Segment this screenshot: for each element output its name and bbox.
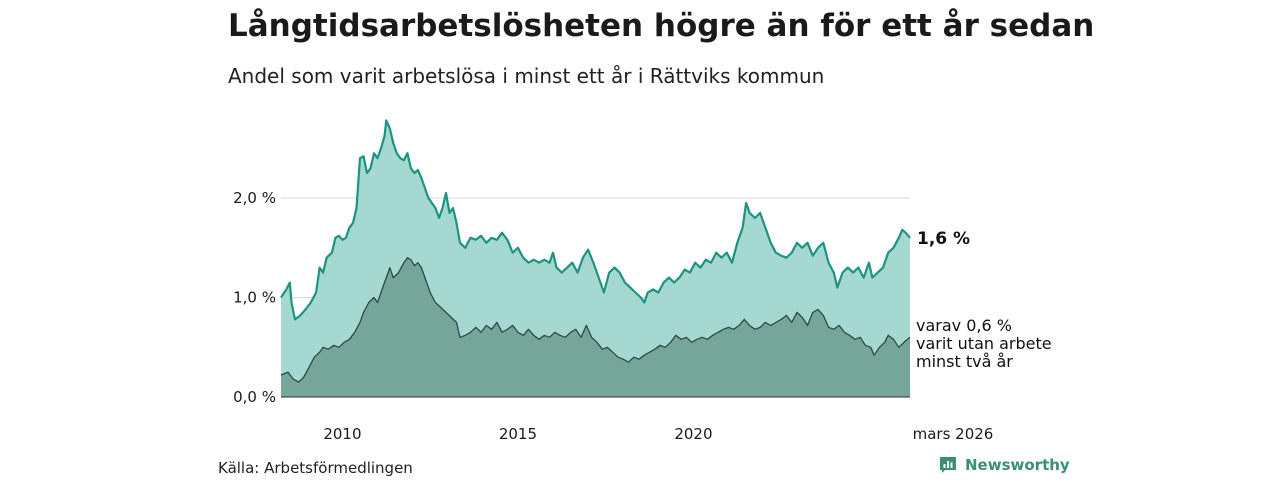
series-line-1 [280,119,911,321]
chart-title: Långtidsarbetslösheten högre än för ett … [228,8,1095,44]
brand-logo: Newsworthy [939,456,1070,474]
x-tick-label-3: mars 2026 [913,425,994,443]
chart-subtitle: Andel som varit arbetslösa i minst ett å… [228,64,825,88]
series-2-end-label-line-2: varit utan arbete [916,334,1052,353]
y-tick-label-2: 2,0 % [233,189,276,207]
source-note: Källa: Arbetsförmedlingen [218,459,413,477]
series-2-end-label-line-3: minst två år [916,352,1013,371]
x-tick-label-2: 2020 [674,425,712,443]
y-tick-label-1: 1,0 % [233,289,276,307]
series-area-2 [281,257,910,397]
y-tick-label-0: 0,0 % [233,388,276,406]
newsworthy-icon [940,457,956,473]
series-line-2 [280,257,911,383]
x-tick-label-0: 2010 [323,425,361,443]
series-1-end-label: 1,6 % [917,229,970,249]
brand-name: Newsworthy [965,456,1070,474]
series-2-end-label-line-1: varav 0,6 % [916,316,1012,335]
x-tick-label-1: 2015 [499,425,537,443]
